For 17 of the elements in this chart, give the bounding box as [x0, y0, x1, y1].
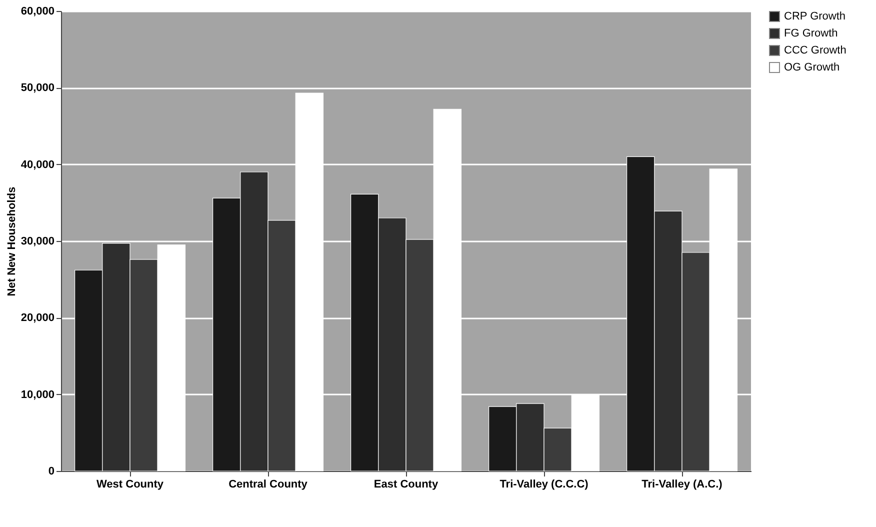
x-tick-label: Tri-Valley (A.C.): [642, 478, 723, 490]
y-tick-label: 10,000: [20, 388, 54, 401]
y-tick-label: 40,000: [20, 158, 54, 171]
legend-label: CRP Growth: [784, 10, 846, 22]
x-tick-label: Central County: [228, 478, 308, 490]
y-tick-label: 60,000: [20, 6, 54, 18]
legend-label: CCC Growth: [784, 44, 846, 56]
y-tick-label: 0: [48, 466, 54, 478]
x-tick-label: Tri-Valley (C.C.C): [500, 478, 589, 490]
legend-label: FG Growth: [784, 28, 838, 40]
y-axis-title: Net New Households: [6, 186, 18, 296]
x-tick-label: East County: [374, 478, 439, 490]
y-tick-label: 50,000: [20, 82, 54, 94]
legend-label: OG Growth: [784, 62, 840, 74]
y-tick-label: 30,000: [20, 236, 54, 248]
y-tick-label: 20,000: [20, 312, 54, 324]
x-tick-label: West County: [96, 478, 164, 490]
